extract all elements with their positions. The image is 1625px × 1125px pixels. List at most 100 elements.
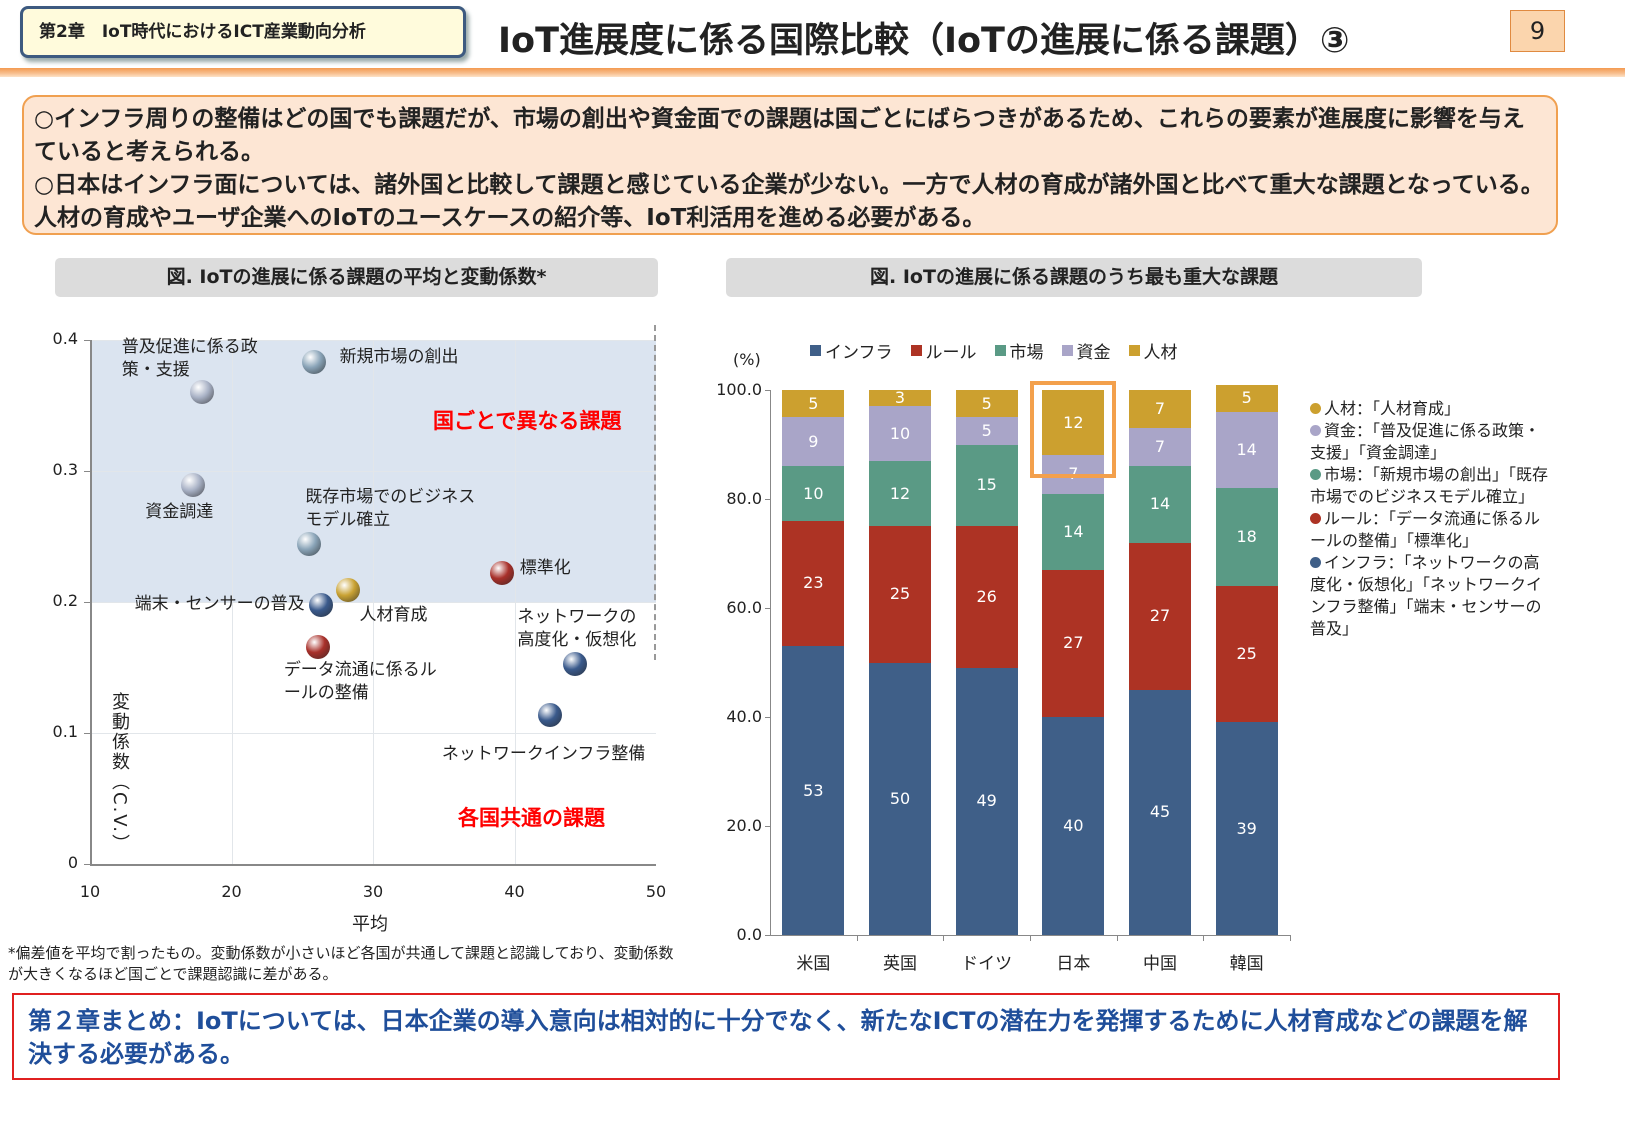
legend-label: 資金 bbox=[1076, 343, 1111, 363]
gridline bbox=[90, 733, 656, 734]
legend-item: インフラ bbox=[810, 338, 893, 363]
legend: インフラ ルール 市場 資金 人材 bbox=[810, 338, 1178, 363]
region-label-lower: 各国共通の課題 bbox=[458, 806, 605, 830]
summary-box: ○インフラ周りの整備はどの国でも課題だが、市場の創出や資金面での課題は国ごとにば… bbox=[22, 95, 1558, 235]
bar-segment bbox=[1042, 717, 1105, 935]
gridline bbox=[90, 602, 656, 603]
y-axis-label: 変動係数（C.V.） bbox=[109, 692, 130, 855]
bar-segment bbox=[1042, 390, 1105, 456]
y-tick-label: 0.0 bbox=[736, 925, 762, 944]
y-tick bbox=[765, 935, 770, 936]
y-tick-label: 40.0 bbox=[726, 707, 762, 726]
bar-value-label: 5 bbox=[808, 393, 819, 413]
bar-segment bbox=[782, 466, 845, 521]
y-tick-label: 0 bbox=[67, 853, 78, 872]
scatter-point bbox=[297, 532, 322, 557]
scatter-point bbox=[301, 350, 326, 375]
legend-item: 市場 bbox=[994, 338, 1044, 363]
bar-value-label: 9 bbox=[808, 431, 819, 451]
chapter-label: 第2章 IoT時代におけるICT産業動向分析 bbox=[20, 6, 466, 58]
legend-label: 市場 bbox=[1009, 343, 1044, 363]
scatter-point bbox=[181, 473, 206, 498]
y-tick-label: 80.0 bbox=[726, 489, 762, 508]
bar-chart-title: 図. IoTの進展に係る課題のうち最も重大な課題 bbox=[726, 258, 1422, 297]
bar-value-label: 14 bbox=[1236, 439, 1257, 459]
y-tick-label: 0.1 bbox=[52, 722, 78, 741]
bar-segment bbox=[869, 390, 931, 407]
definition-text: インフラ：「ネットワークの高度化・仮想化」「ネットワークインフラ整備」「端末・セ… bbox=[1310, 553, 1543, 638]
bar-value-label: 14 bbox=[1063, 521, 1084, 541]
bar-segment bbox=[1129, 428, 1191, 467]
bar-value-label: 10 bbox=[889, 423, 911, 443]
x-axis bbox=[90, 864, 656, 866]
scatter-point bbox=[489, 561, 514, 586]
bar-segment bbox=[1215, 488, 1278, 587]
point-label: 人材育成 bbox=[359, 605, 428, 626]
y-tick bbox=[765, 717, 770, 718]
bar-value-label: 25 bbox=[1236, 644, 1257, 664]
y-tick bbox=[765, 826, 770, 827]
y-tick-label: 100.0 bbox=[716, 380, 762, 399]
definition-text: ルール：「データ流通に係るルールの整備」「標準化」 bbox=[1310, 509, 1541, 550]
point-label: 標準化 bbox=[519, 558, 571, 579]
bar-value-label: 26 bbox=[976, 587, 997, 607]
region-label-upper: 国ごとで異なる課題 bbox=[433, 409, 622, 433]
y-tick bbox=[84, 340, 90, 341]
point-label: 資金調達 bbox=[145, 502, 214, 523]
definition-item: 市場：「新規市場の創出」「既存市場でのビジネスモデル確立」 bbox=[1310, 464, 1550, 508]
bar-value-label: 12 bbox=[1063, 412, 1084, 432]
bar-value-label: 23 bbox=[803, 573, 824, 593]
scatter-point bbox=[335, 578, 360, 603]
category-definitions: 人材：「人材育成」 資金：「普及促進に係る政策・支援」「資金調達」 市場：「新規市場… bbox=[1310, 398, 1550, 640]
bar-value-label: 18 bbox=[1236, 527, 1257, 547]
header-divider bbox=[0, 68, 1625, 77]
y-tick bbox=[765, 499, 770, 500]
y-axis bbox=[90, 340, 92, 864]
summary-line: ○インフラ周りの整備はどの国でも課題だが、市場の創出や資金面での課題は国ごとにば… bbox=[34, 106, 1525, 165]
definition-text: 市場：「新規市場の創出」「既存市場でのビジネスモデル確立」 bbox=[1310, 465, 1549, 506]
scatter-chart-title: 図. IoTの進展に係る課題の平均と変動係数* bbox=[55, 258, 658, 297]
y-unit-label: (%) bbox=[733, 350, 761, 369]
bar-segment bbox=[1129, 689, 1191, 935]
y-tick bbox=[765, 390, 770, 391]
legend-label: ルール bbox=[925, 343, 977, 363]
x-tick bbox=[1116, 935, 1118, 941]
x-tick-label: 韓国 bbox=[1229, 954, 1264, 974]
point-label: 既存市場でのビジネスモデル確立 bbox=[305, 487, 476, 531]
scatter-point bbox=[537, 702, 562, 727]
definition-item: ルール：「データ流通に係るルールの整備」「標準化」 bbox=[1310, 508, 1550, 552]
scatter-point bbox=[308, 592, 333, 617]
x-tick-label: 中国 bbox=[1143, 954, 1177, 974]
y-tick bbox=[84, 602, 90, 603]
x-tick-label: 10 bbox=[79, 882, 101, 901]
bar-value-label: 5 bbox=[981, 393, 992, 413]
bar-segment bbox=[1129, 542, 1191, 690]
bar-segment bbox=[869, 662, 931, 935]
bar-segment bbox=[1215, 384, 1278, 412]
legend-item: ルール bbox=[910, 338, 977, 363]
bar-value-label: 49 bbox=[976, 791, 997, 811]
legend-swatch bbox=[810, 345, 821, 356]
legend-item: 資金 bbox=[1061, 338, 1111, 363]
definition-item: 資金：「普及促進に係る政策・支援」「資金調達」 bbox=[1310, 420, 1550, 464]
bar-segment bbox=[955, 526, 1018, 668]
y-tick bbox=[765, 608, 770, 609]
legend-swatch bbox=[994, 345, 1006, 356]
bar-segment bbox=[955, 417, 1018, 445]
legend-dot bbox=[1310, 557, 1321, 568]
bar-segment bbox=[1129, 390, 1191, 429]
point-label: データ流通に係るルールの整備 bbox=[283, 659, 437, 703]
scatter-point bbox=[563, 651, 588, 676]
highlight-box bbox=[1030, 381, 1117, 479]
bar-segment bbox=[782, 646, 845, 935]
bar-value-label: 45 bbox=[1149, 802, 1171, 822]
bar-value-label: 5 bbox=[981, 420, 992, 440]
x-tick-label: 20 bbox=[221, 882, 242, 901]
legend-label: 人材 bbox=[1143, 343, 1178, 363]
dashed-boundary bbox=[654, 325, 656, 660]
bar-value-label: 14 bbox=[1149, 494, 1171, 514]
bar-segment bbox=[1215, 411, 1278, 489]
bar-value-label: 12 bbox=[889, 483, 911, 503]
footnote: *偏差値を平均で割ったもの。変動係数が小さいほど各国が共通して課題と認識しており… bbox=[8, 944, 674, 983]
page-title: IoT進展度に係る国際比較（IoTの進展に係る課題）③ bbox=[498, 21, 1350, 61]
